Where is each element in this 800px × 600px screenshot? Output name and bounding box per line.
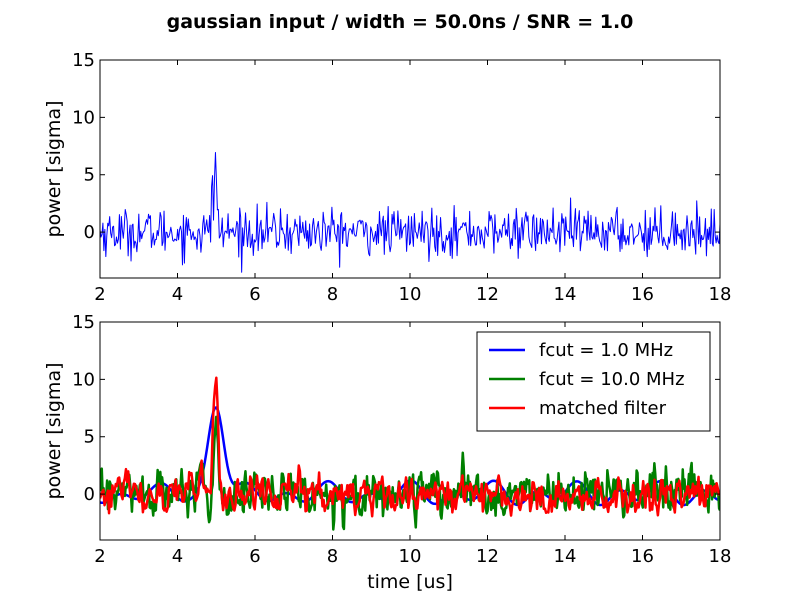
y-tick-label: 10 [72, 369, 95, 390]
figure-title: gaussian input / width = 50.0ns / SNR = … [167, 11, 634, 33]
top-panel: 2 4 6 8 10 12 14 16 18 0 5 10 15 power [sigma] [43, 50, 731, 305]
x-tick-label: 16 [631, 284, 654, 305]
legend-entry: matched filter [539, 398, 667, 419]
y-tick-label: 15 [72, 50, 95, 71]
x-tick-label: 14 [554, 284, 577, 305]
series-group [100, 376, 720, 531]
x-tick-label: 6 [249, 546, 260, 567]
x-tick-label: 10 [399, 546, 422, 567]
series-line-0-0 [100, 152, 720, 273]
y-tick-label: 5 [84, 165, 95, 186]
y-axis-label: power [sigma] [43, 101, 65, 238]
x-tick-label: 12 [476, 546, 499, 567]
y-tick-label: 10 [72, 107, 95, 128]
x-tick-label: 2 [94, 546, 105, 567]
x-tick-label: 6 [249, 284, 260, 305]
x-tick-label: 4 [172, 546, 183, 567]
x-tick-label: 10 [399, 284, 422, 305]
y-tick-label: 15 [72, 312, 95, 333]
legend: fcut = 1.0 MHz fcut = 10.0 MHz matched fil… [476, 331, 711, 432]
legend-entry: fcut = 10.0 MHz [539, 369, 685, 390]
axes-frame [99, 59, 721, 279]
series-group [100, 152, 720, 273]
x-tick-label: 18 [709, 284, 732, 305]
x-tick-label: 14 [554, 546, 577, 567]
y-tick-label: 0 [84, 484, 95, 505]
x-tick-label: 12 [476, 284, 499, 305]
x-tick-label: 8 [327, 284, 338, 305]
legend-box [476, 331, 711, 432]
x-tick-label: 18 [709, 546, 732, 567]
x-tick-label: 16 [631, 546, 654, 567]
x-tick-label: 4 [172, 284, 183, 305]
y-tick-label: 0 [84, 222, 95, 243]
legend-entry: fcut = 1.0 MHz [539, 340, 673, 361]
y-axis-label: power [sigma] [43, 363, 65, 500]
y-tick-label: 5 [84, 427, 95, 448]
bottom-panel: 2 4 6 8 10 12 14 16 18 0 5 10 15 power [sigma] time [u… [43, 312, 731, 593]
x-tick-label: 8 [327, 546, 338, 567]
x-axis-label: time [us] [367, 571, 453, 593]
x-tick-label: 2 [94, 284, 105, 305]
series-line-1-2 [100, 376, 720, 518]
